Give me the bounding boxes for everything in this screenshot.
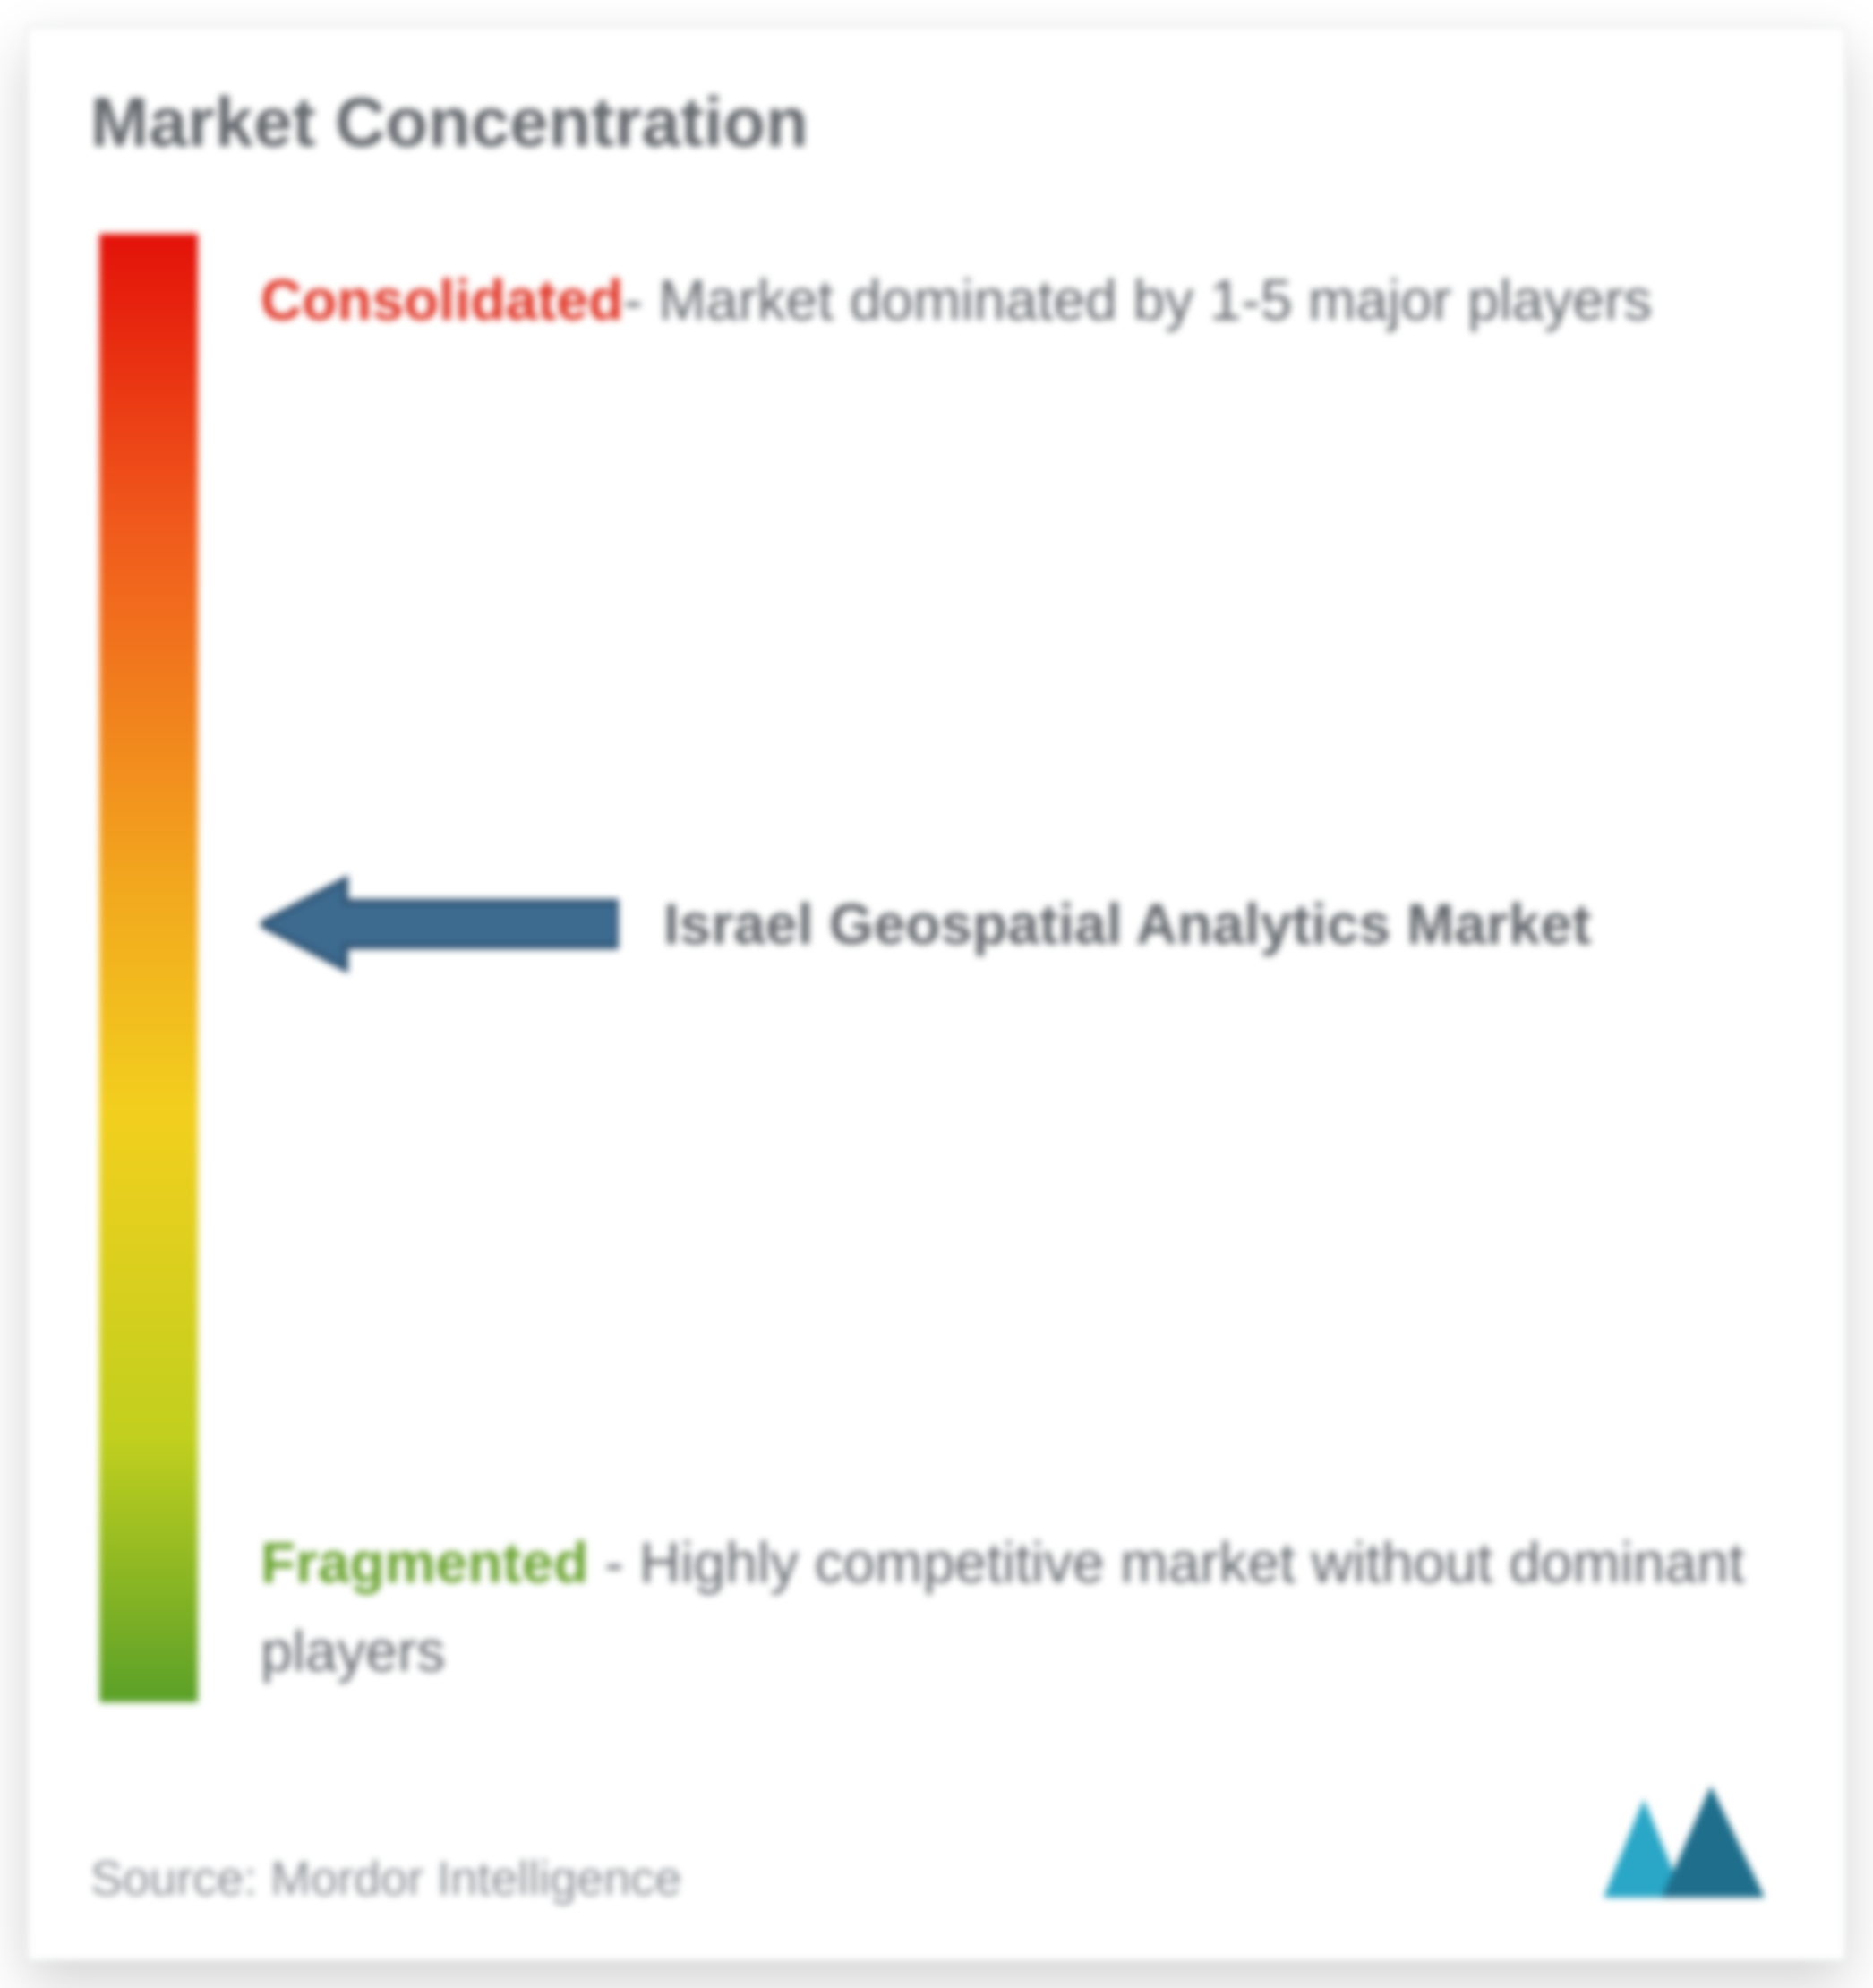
brand-logo-icon bbox=[1595, 1786, 1774, 1907]
card-title: Market Concentration bbox=[90, 81, 808, 163]
market-concentration-card: Market Concentration Consolidated- Marke… bbox=[27, 27, 1846, 1961]
fragmented-label-row: Fragmented - Highly competitive market w… bbox=[261, 1519, 1800, 1696]
consolidated-label: Consolidated bbox=[261, 268, 623, 332]
arrow-left-icon bbox=[261, 875, 619, 973]
source-text: Source: Mordor Intelligence bbox=[90, 1851, 681, 1907]
market-name-label: Israel Geospatial Analytics Market bbox=[663, 891, 1591, 957]
market-marker-row: Israel Geospatial Analytics Market bbox=[261, 875, 1591, 973]
consolidated-desc: - Market dominated by 1-5 major players bbox=[623, 268, 1652, 332]
consolidated-label-row: Consolidated- Market dominated by 1-5 ma… bbox=[261, 256, 1800, 345]
fragmented-label: Fragmented bbox=[261, 1530, 588, 1595]
gradient-bar-svg bbox=[99, 234, 198, 1702]
concentration-gradient-bar bbox=[99, 234, 198, 1702]
